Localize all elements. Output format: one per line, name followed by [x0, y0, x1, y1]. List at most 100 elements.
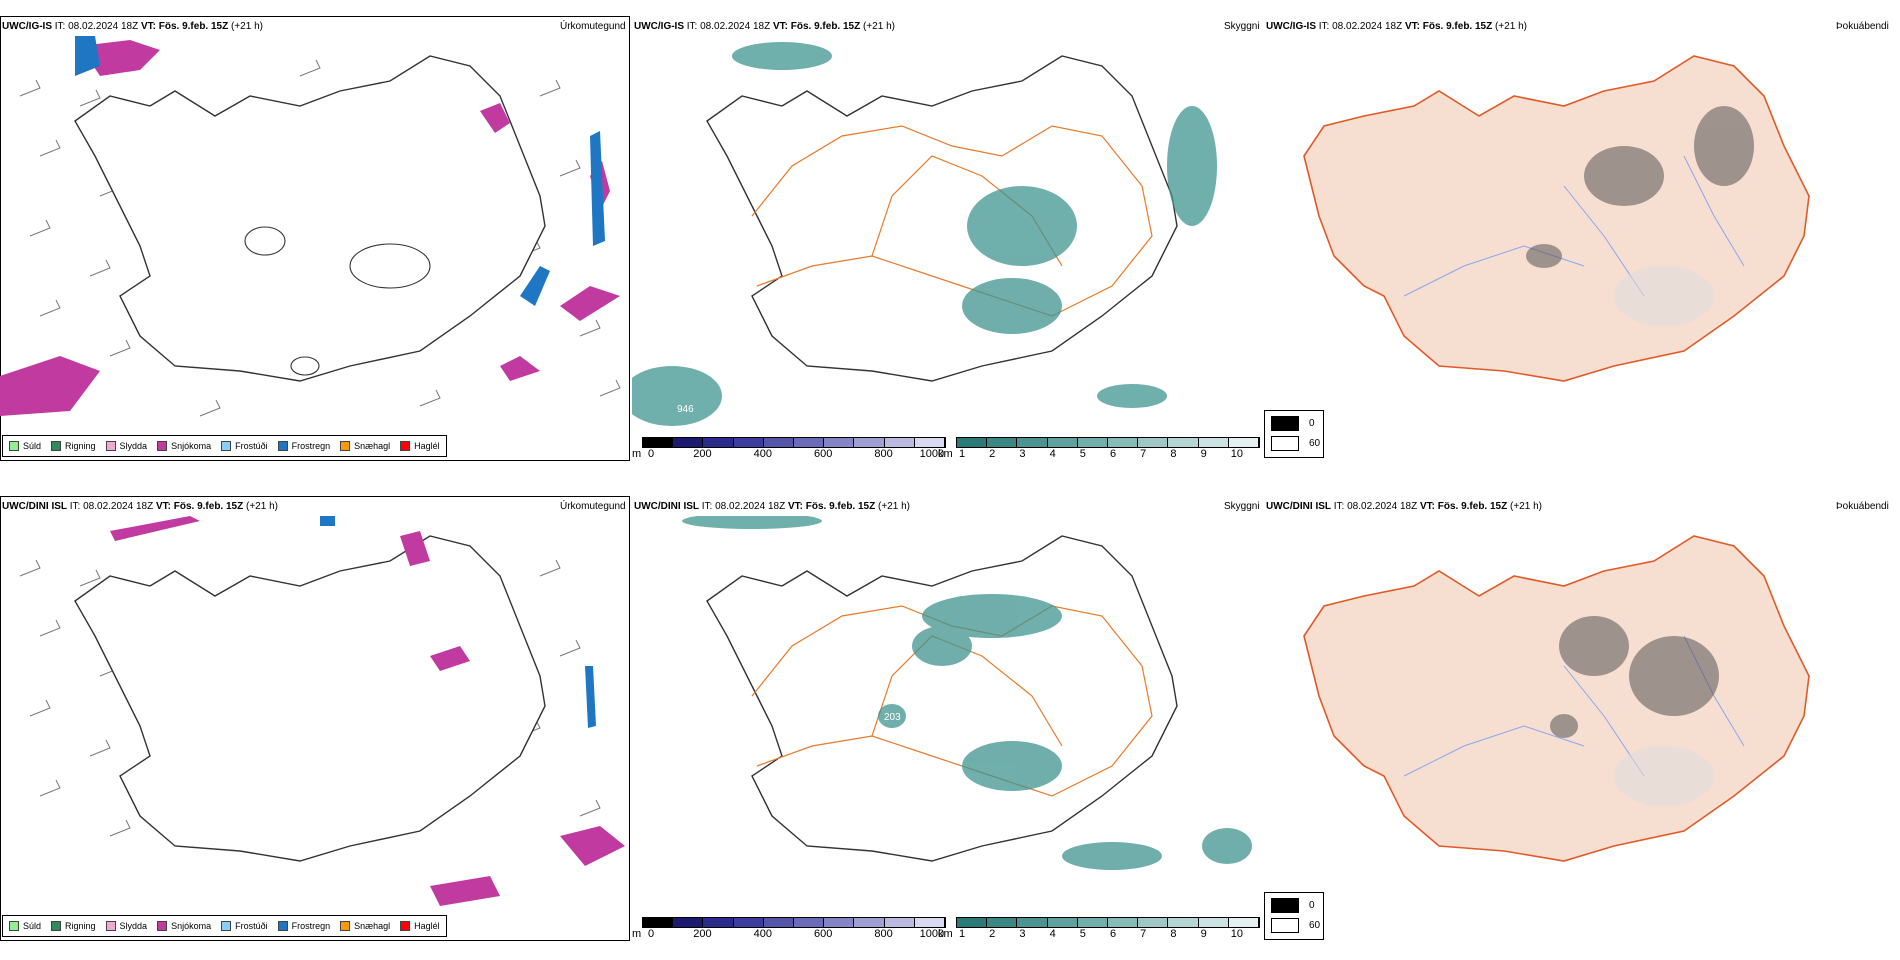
- init-time: 08.02.2024 18Z: [700, 21, 771, 32]
- visibility-panel-top: UWC/IG-IS IT: 08.02.2024 18Z VT: Fös. 9.…: [632, 0, 1262, 480]
- snow-areas: [110, 516, 625, 906]
- visibility-panel-bottom: UWC/DINI ISL IT: 08.02.2024 18Z VT: Fös.…: [632, 480, 1262, 960]
- precip-type-legend: Súld Rigning Slydda Snjókoma Frostúði Fr…: [2, 915, 447, 937]
- key-swatch: [1271, 416, 1299, 431]
- iceland-visibility-map: 946: [632, 42, 1217, 426]
- legend-swatch: [277, 441, 288, 451]
- fog-index-key-top: 0 60: [1264, 410, 1324, 458]
- model-name: UWC/IG-IS: [2, 21, 52, 32]
- visibility-unit: km: [938, 448, 953, 460]
- freezing-rain-areas: [320, 516, 596, 728]
- it-label: IT:: [54, 21, 66, 32]
- iceland-precip-map: [0, 36, 621, 417]
- field-name: Þokuábendi: [1836, 501, 1889, 512]
- legend-item: Snjókoma: [157, 441, 211, 451]
- panel-header: UWC/DINI ISL IT: 08.02.2024 18Z VT: Fös.…: [1266, 501, 1542, 512]
- iceland-land: [1303, 535, 1810, 862]
- legend-swatch: [51, 441, 62, 451]
- lead-time: (+21 h): [246, 501, 278, 512]
- field-name: Úrkomutegund: [560, 501, 626, 512]
- legend-item: Frostregn: [277, 441, 330, 451]
- vt-label: VT:: [140, 21, 156, 32]
- legend-swatch: [221, 441, 232, 451]
- valid-time: Fös. 9.feb. 15Z: [790, 21, 861, 32]
- elevation-mark: 203: [884, 712, 901, 723]
- fog-index-panel-top: UWC/IG-IS IT: 08.02.2024 18Z VT: Fös. 9.…: [1264, 0, 1894, 480]
- init-time: 08.02.2024 18Z: [68, 21, 139, 32]
- key-swatch: [1271, 898, 1299, 913]
- legend-item: Snæhagl: [340, 441, 390, 451]
- valid-time: Fös. 9.feb. 15Z: [173, 501, 244, 512]
- field-name: Úrkomutegund: [560, 21, 626, 32]
- precip-type-panel-bottom: UWC/DINI ISL IT: 08.02.2024 18Z VT: Fös.…: [0, 480, 630, 960]
- iceland-fog-map: [1303, 535, 1810, 862]
- iceland-coastline: [74, 535, 546, 862]
- field-name: Þokuábendi: [1836, 21, 1889, 32]
- fog-index-panel-bottom: UWC/DINI ISL IT: 08.02.2024 18Z VT: Fös.…: [1264, 480, 1894, 960]
- legend-swatch: [105, 441, 116, 451]
- visibility-colorbar: [956, 917, 1260, 928]
- legend-swatch: [400, 441, 411, 451]
- legend-item: Slydda: [105, 441, 147, 451]
- terrain-colorbar: [642, 437, 946, 448]
- panel-header: UWC/IG-IS IT: 08.02.2024 18Z VT: Fös. 9.…: [2, 21, 263, 32]
- model-name: UWC/DINI ISL: [634, 501, 699, 512]
- terrain-unit: m: [632, 448, 642, 460]
- valid-time: Fös. 9.feb. 15Z: [158, 21, 229, 32]
- init-time: 08.02.2024 18Z: [1332, 21, 1403, 32]
- field-name: Skyggni: [1224, 21, 1260, 32]
- freezing-rain-areas: [75, 36, 605, 306]
- legend-item: Súld: [9, 441, 41, 451]
- lead-time: (+21 h): [1495, 21, 1527, 32]
- model-name: UWC/IG-IS: [1266, 21, 1316, 32]
- iceland-coastline: [74, 55, 546, 382]
- panel-header: UWC/DINI ISL IT: 08.02.2024 18Z VT: Fös.…: [2, 501, 278, 512]
- terrain-mark: 946: [677, 404, 694, 415]
- field-name: Skyggni: [1224, 501, 1260, 512]
- low-visibility-areas: [632, 42, 1217, 426]
- iceland-visibility-map: 203: [682, 516, 1252, 870]
- iceland-fog-map: [1303, 55, 1810, 382]
- wind-barbs: [19, 559, 601, 837]
- legend-item: Rigning: [51, 441, 96, 451]
- init-time: 08.02.2024 18Z: [715, 501, 786, 512]
- lead-time: (+21 h): [863, 21, 895, 32]
- precip-type-panel-top: UWC/IG-IS IT: 08.02.2024 18Z VT: Fös. 9.…: [0, 0, 630, 480]
- init-time: 08.02.2024 18Z: [1347, 501, 1418, 512]
- precip-type-legend: Súld Rigning Slydda Snjókoma Frostúði Fr…: [2, 435, 447, 457]
- legend-swatch: [9, 441, 19, 451]
- key-swatch: [1271, 436, 1299, 451]
- key-swatch: [1271, 918, 1299, 933]
- model-name: UWC/DINI ISL: [2, 501, 67, 512]
- valid-time: Fös. 9.feb. 15Z: [1422, 21, 1493, 32]
- lead-time: (+21 h): [231, 21, 263, 32]
- iceland-coastline: [706, 55, 1178, 382]
- panel-header: UWC/DINI ISL IT: 08.02.2024 18Z VT: Fös.…: [634, 501, 910, 512]
- legend-item: Haglél: [400, 441, 440, 451]
- terrain-unit: m: [632, 928, 642, 940]
- iceland-precip-map: [19, 516, 625, 906]
- fog-shading: [1550, 616, 1719, 806]
- terrain-colorbar: [642, 917, 946, 928]
- low-visibility-areas: [682, 516, 1252, 870]
- legend-swatch: [340, 441, 351, 451]
- visibility-colorbar: [956, 437, 1260, 448]
- legend-item: Frostúði: [221, 441, 268, 451]
- snow-areas: [0, 40, 620, 416]
- fog-shading: [1526, 106, 1754, 326]
- panel-header: UWC/IG-IS IT: 08.02.2024 18Z VT: Fös. 9.…: [634, 21, 895, 32]
- glaciers: [244, 226, 431, 376]
- valid-time: Fös. 9.feb. 15Z: [1437, 501, 1508, 512]
- panel-header: UWC/IG-IS IT: 08.02.2024 18Z VT: Fös. 9.…: [1266, 21, 1527, 32]
- lead-time: (+21 h): [878, 501, 910, 512]
- model-name: UWC/IG-IS: [634, 21, 684, 32]
- valid-time: Fös. 9.feb. 15Z: [805, 501, 876, 512]
- model-name: UWC/DINI ISL: [1266, 501, 1331, 512]
- legend-swatch: [157, 441, 168, 451]
- fog-index-key-bottom: 0 60: [1264, 892, 1324, 940]
- lead-time: (+21 h): [1510, 501, 1542, 512]
- iceland-land: [1303, 55, 1810, 382]
- visibility-unit: km: [938, 928, 953, 940]
- init-time: 08.02.2024 18Z: [83, 501, 154, 512]
